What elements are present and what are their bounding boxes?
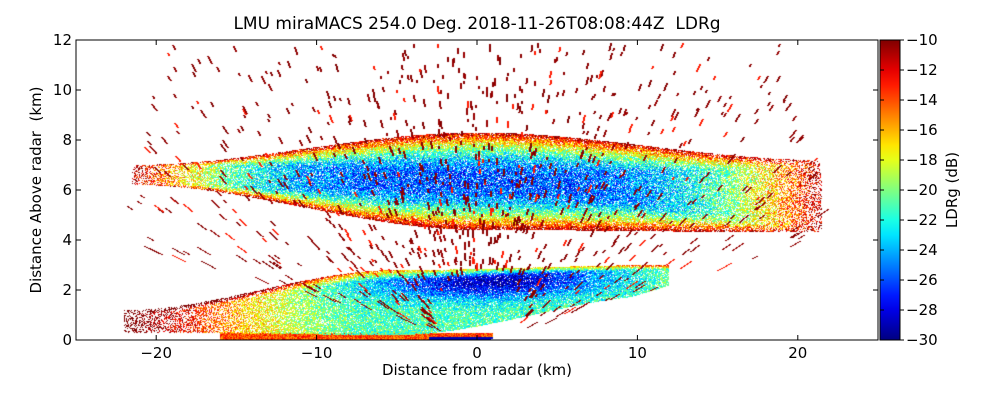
y-tick-label: 2: [62, 281, 72, 299]
colorbar-tick-label: −14: [906, 91, 938, 109]
x-tick-label: −10: [300, 344, 333, 362]
y-tick-label: 8: [62, 131, 72, 149]
colorbar-tick-label: −20: [906, 181, 938, 199]
x-tick-label: 0: [472, 344, 482, 362]
colorbar-tick-label: −24: [906, 241, 938, 259]
colorbar-tick-label: −18: [906, 151, 938, 169]
y-tick-label: 6: [62, 181, 72, 199]
colorbar-tick-label: −28: [906, 301, 938, 319]
x-tick-label: 20: [788, 344, 808, 362]
colorbar-label: LDRg (dB): [943, 151, 961, 229]
ldr-field-heatmap: [76, 40, 878, 340]
x-tick-label: 10: [627, 344, 647, 362]
y-tick-label: 10: [52, 81, 72, 99]
y-tick-label: 0: [62, 331, 72, 349]
x-tick-label: −20: [140, 344, 173, 362]
plot-frame: [75, 39, 879, 341]
chart-title: LMU miraMACS 254.0 Deg. 2018-11-26T08:08…: [233, 14, 721, 34]
colorbar-tick-label: −30: [906, 331, 938, 349]
y-tick-label: 12: [52, 31, 72, 49]
y-tick-label: 4: [62, 231, 72, 249]
x-axis-label: Distance from radar (km): [381, 361, 573, 379]
colorbar-tick-label: −26: [906, 271, 938, 289]
colorbar-tick-label: −12: [906, 61, 938, 79]
colorbar-tick-label: −16: [906, 121, 938, 139]
colorbar-tick-label: −22: [906, 211, 938, 229]
colorbar-tick-label: −10: [906, 31, 938, 49]
y-axis-label: Distance Above radar (km): [27, 86, 45, 294]
